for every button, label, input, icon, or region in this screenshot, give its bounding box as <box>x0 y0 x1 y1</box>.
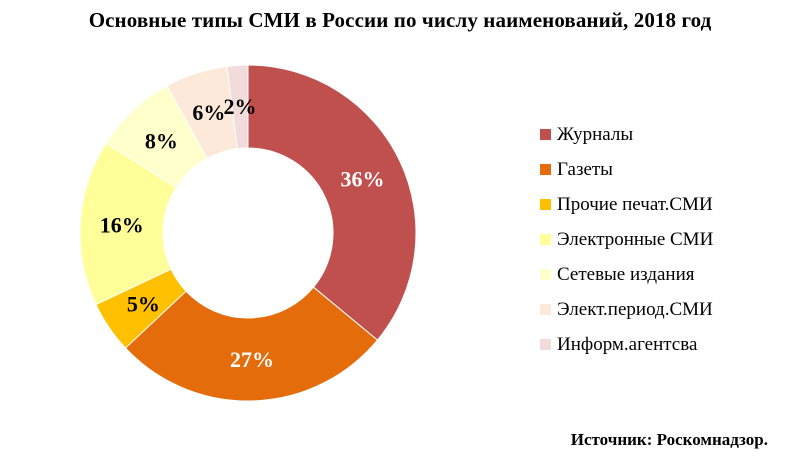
slice-label-6: 6% <box>192 100 225 125</box>
chart-legend: Журналы Газеты Прочие печат.СМИ Электронные… <box>540 117 790 362</box>
legend-item-1: Журналы <box>540 117 790 152</box>
legend-label: Электронные СМИ <box>557 228 714 250</box>
slice-label-1: 36% <box>340 167 384 192</box>
legend-item-2: Газеты <box>540 152 790 187</box>
donut-slice-1 <box>247 64 417 341</box>
legend-label: Сетевые издания <box>557 263 695 285</box>
legend-swatch <box>540 129 551 140</box>
legend-swatch <box>540 234 551 245</box>
legend-swatch <box>540 339 551 350</box>
donut-slice-7 <box>226 64 249 150</box>
legend-swatch <box>540 269 551 280</box>
legend-item-3: Прочие печат.СМИ <box>540 187 790 222</box>
legend-label: Информ.агентсва <box>557 333 698 355</box>
donut-slice-2 <box>124 286 379 402</box>
legend-label: Газеты <box>557 158 613 180</box>
legend-item-7: Информ.агентсва <box>540 327 790 362</box>
legend-label: Элект.период.СМИ <box>557 298 713 320</box>
legend-swatch <box>540 199 551 210</box>
legend-item-5: Сетевые издания <box>540 257 790 292</box>
legend-label: Журналы <box>557 123 634 145</box>
legend-swatch <box>540 164 551 175</box>
slice-label-5: 8% <box>145 128 178 153</box>
slice-label-2: 27% <box>230 347 274 372</box>
legend-item-4: Электронные СМИ <box>540 222 790 257</box>
chart-title: Основные типы СМИ в России по числу наим… <box>88 8 712 32</box>
slice-label-4: 16% <box>100 213 144 238</box>
legend-swatch <box>540 304 551 315</box>
slice-label-7: 2% <box>224 94 257 119</box>
source-note: Источник: Роскомнадзор. <box>570 430 768 449</box>
legend-label: Прочие печат.СМИ <box>557 193 713 215</box>
legend-item-6: Элект.период.СМИ <box>540 292 790 327</box>
slice-label-3: 5% <box>127 292 160 317</box>
